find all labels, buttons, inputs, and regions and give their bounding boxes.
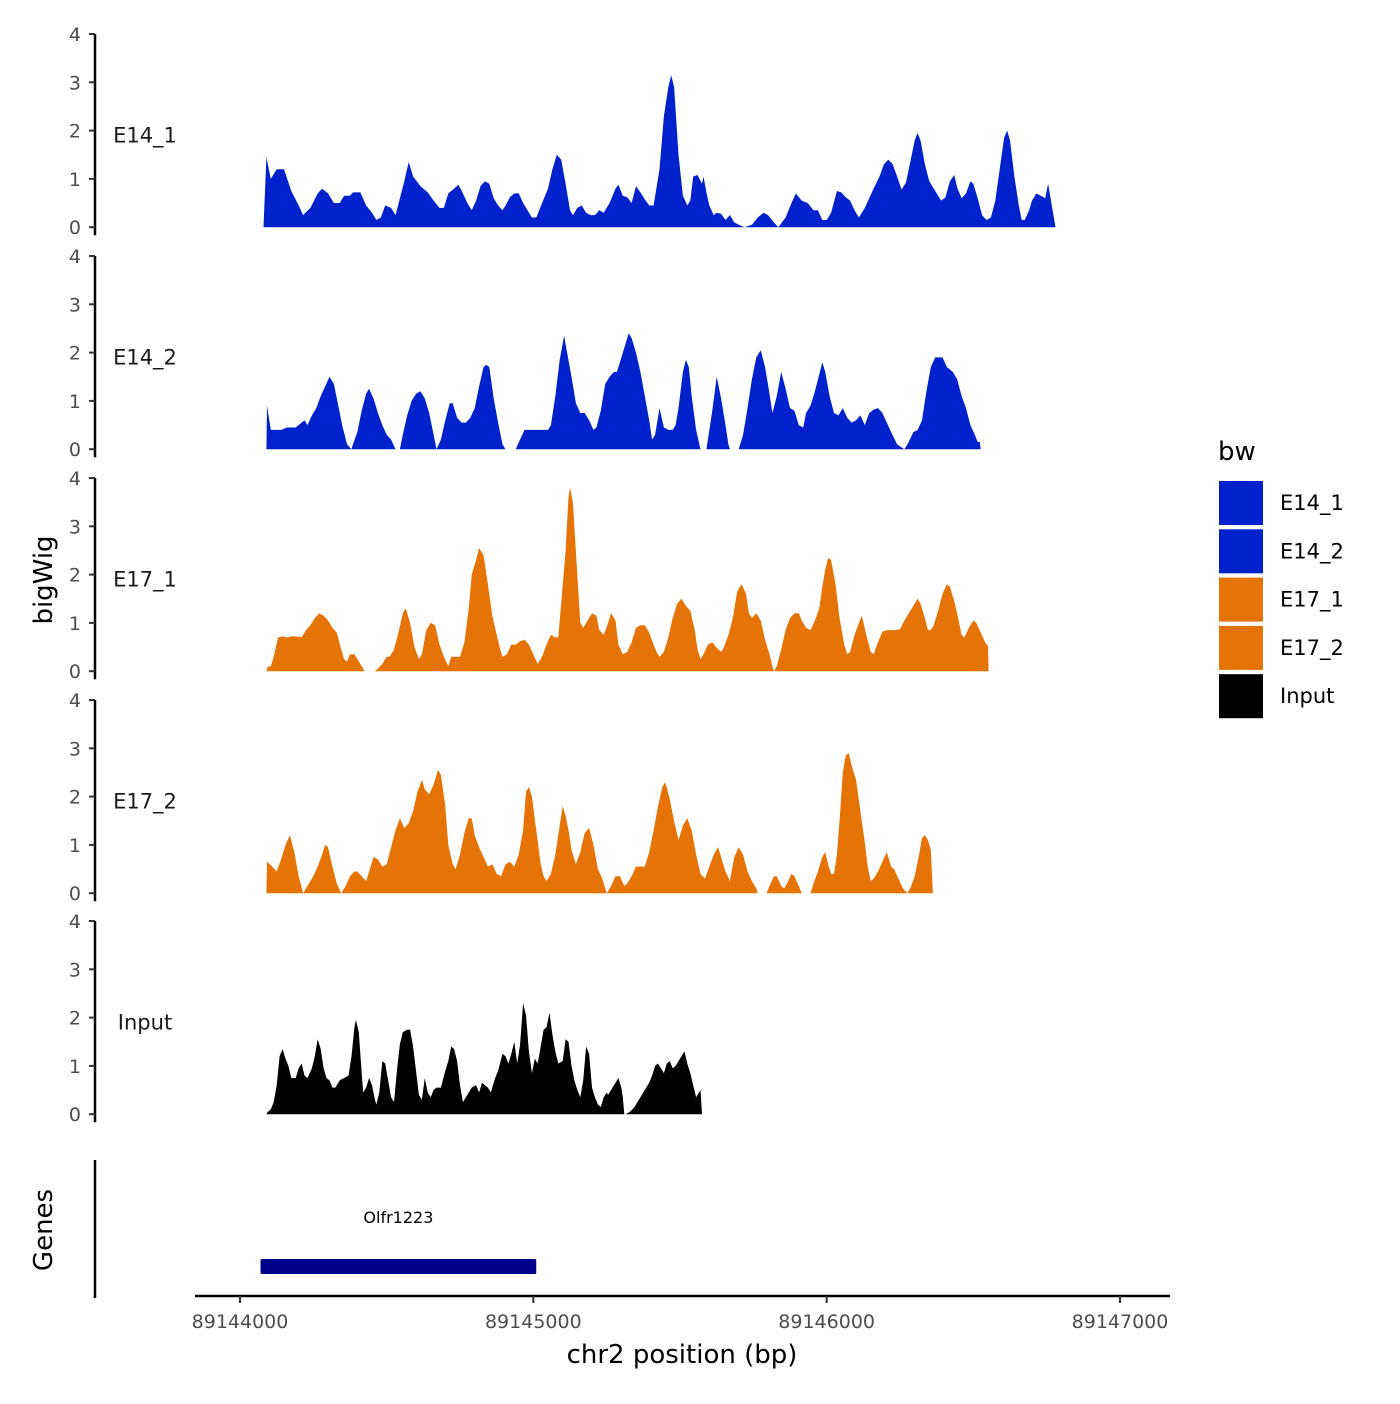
y-tick-label: 4	[69, 468, 81, 490]
y-tick-label: 2	[69, 343, 81, 365]
coverage-area	[303, 844, 342, 894]
x-tick-label: 89144000	[192, 1311, 289, 1333]
coverage-area	[374, 487, 774, 672]
coverage-area	[625, 1051, 702, 1115]
x-tick-label: 89146000	[778, 1311, 875, 1333]
coverage-area	[810, 753, 908, 894]
legend-swatch	[1219, 529, 1263, 574]
gene-label: Olfr1223	[363, 1208, 433, 1227]
track-E17_2: 0 1 2 3 4 E17_2	[69, 690, 933, 905]
coverage-area	[266, 835, 304, 894]
y-tick-label: 1	[69, 613, 81, 635]
x-tick-label: 89147000	[1072, 1311, 1169, 1333]
y-tick-label: 0	[69, 217, 81, 239]
coverage-area	[907, 835, 933, 894]
y-tick-label: 3	[69, 294, 81, 316]
track-label: Input	[118, 1010, 172, 1034]
y-tick-label: 4	[69, 24, 81, 46]
track-Input: 0 1 2 3 4 Input	[69, 911, 702, 1126]
tracks-layer: 0 1 2 3 4 E14_1 0 1 2 3 4 E14_2 0 1 2 3 4 E17_1 0 1 2 3 4 E17_2…	[69, 24, 1056, 1126]
coverage-area	[744, 212, 779, 228]
legend-swatch	[1219, 674, 1263, 719]
coverage-area	[263, 75, 745, 228]
coverage-area	[766, 873, 802, 894]
genes-track-label: Genes	[29, 1189, 59, 1271]
y-tick-label: 1	[69, 169, 81, 191]
legend-label: E17_2	[1280, 636, 1344, 661]
coverage-area	[904, 357, 981, 450]
y-axis-title: bigWig	[29, 535, 59, 624]
y-tick-label: 1	[69, 391, 81, 413]
track-E14_1: 0 1 2 3 4 E14_1	[69, 24, 1056, 239]
coverage-area	[266, 613, 365, 672]
coverage-area	[515, 333, 701, 450]
track-label: E14_1	[113, 123, 177, 148]
legend-label: E17_1	[1280, 588, 1344, 613]
legend-label: E14_2	[1280, 539, 1344, 564]
y-tick-label: 2	[69, 787, 81, 809]
x-tick-label: 89145000	[485, 1311, 582, 1333]
coverage-area	[341, 770, 607, 894]
y-tick-label: 0	[69, 661, 81, 683]
y-tick-label: 4	[69, 690, 81, 712]
legend-swatch	[1219, 577, 1263, 622]
legend-swatch	[1219, 625, 1263, 670]
coverage-area	[436, 364, 506, 450]
gene-bar	[260, 1259, 537, 1274]
y-tick-label: 0	[69, 439, 81, 461]
y-tick-label: 3	[69, 738, 81, 760]
coverage-area	[706, 376, 730, 450]
y-tick-label: 3	[69, 72, 81, 94]
y-tick-label: 4	[69, 911, 81, 933]
y-tick-label: 2	[69, 1008, 81, 1030]
track-label: E17_1	[113, 567, 177, 592]
legend-label: Input	[1280, 684, 1334, 708]
legend-items: E14_1 E14_2 E17_1 E17_2 Input	[1219, 481, 1344, 719]
legend-label: E14_1	[1280, 491, 1344, 516]
y-tick-label: 3	[69, 516, 81, 538]
y-tick-label: 1	[69, 835, 81, 857]
coverage-area	[738, 350, 905, 450]
legend: bw E14_1 E14_2 E17_1 E17_2 Input	[1218, 437, 1344, 719]
coverage-area	[351, 388, 396, 450]
coverage-area	[266, 376, 352, 450]
y-tick-label: 0	[69, 883, 81, 905]
y-tick-label: 4	[69, 246, 81, 268]
coverage-area	[778, 130, 1056, 228]
legend-title: bw	[1218, 437, 1256, 467]
track-E14_2: 0 1 2 3 4 E14_2	[69, 246, 981, 461]
y-tick-label: 3	[69, 959, 81, 981]
legend-swatch	[1219, 481, 1263, 525]
track-label: E14_2	[113, 345, 177, 370]
genes-panel: Genes Olfr1223	[29, 1160, 537, 1298]
coverage-area	[773, 557, 989, 672]
x-axis: 89144000 89145000 89146000 89147000	[192, 1294, 1170, 1333]
y-tick-label: 2	[69, 121, 81, 143]
coverage-area	[606, 782, 758, 894]
y-tick-label: 0	[69, 1104, 81, 1126]
track-label: E17_2	[113, 789, 177, 814]
coverage-area	[399, 391, 437, 450]
y-tick-label: 1	[69, 1056, 81, 1078]
y-tick-label: 2	[69, 565, 81, 587]
x-axis-title: chr2 position (bp)	[567, 1340, 798, 1370]
coverage-area	[266, 1003, 625, 1115]
track-E17_1: 0 1 2 3 4 E17_1	[69, 468, 989, 683]
